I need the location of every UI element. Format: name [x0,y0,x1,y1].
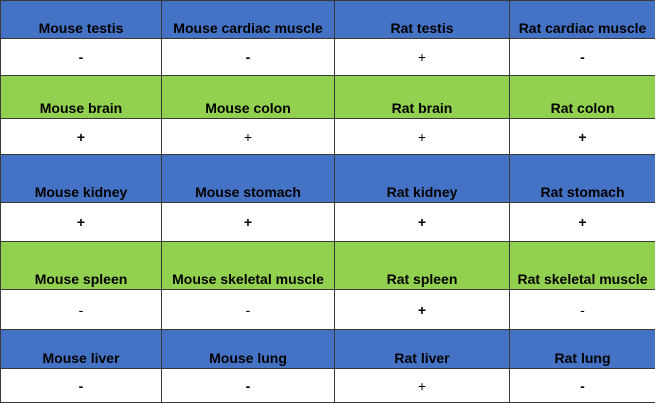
header-cell-rat-cardiac-muscle: Rat cardiac muscle [509,0,655,39]
value-row-liver-lung: - - + - [0,368,655,403]
value-cell-mouse-stomach: + [161,202,335,243]
header-cell-rat-kidney: Rat kidney [334,154,510,204]
header-row-liver-lung: Mouse liver Mouse lung Rat liver Rat lun… [0,329,655,370]
header-cell-rat-lung: Rat lung [509,329,655,370]
header-cell-mouse-lung: Mouse lung [161,329,335,370]
value-cell-rat-spleen: + [334,289,510,331]
value-cell-mouse-liver: - [0,368,162,403]
value-row-testis-cardiac: - - + - [0,37,655,76]
header-cell-mouse-testis: Mouse testis [0,0,162,39]
header-cell-mouse-skeletal-muscle: Mouse skeletal muscle [161,241,335,291]
value-cell-rat-testis: + [334,37,510,76]
header-cell-mouse-spleen: Mouse spleen [0,241,162,291]
header-cell-rat-spleen: Rat spleen [334,241,510,291]
value-cell-rat-kidney: + [334,202,510,243]
value-cell-rat-colon: + [509,117,655,156]
header-cell-rat-testis: Rat testis [334,0,510,39]
header-cell-rat-brain: Rat brain [334,74,510,119]
header-cell-mouse-brain: Mouse brain [0,74,162,119]
header-cell-mouse-colon: Mouse colon [161,74,335,119]
header-cell-mouse-cardiac-muscle: Mouse cardiac muscle [161,0,335,39]
value-cell-rat-liver: + [334,368,510,403]
value-cell-rat-brain: + [334,117,510,156]
value-row-brain-colon: + + + + [0,117,655,156]
value-cell-mouse-skeletal-muscle: - [161,289,335,331]
header-row-kidney-stomach: Mouse kidney Mouse stomach Rat kidney Ra… [0,154,655,204]
value-cell-rat-skeletal-muscle: - [509,289,655,331]
header-cell-rat-skeletal-muscle: Rat skeletal muscle [509,241,655,291]
value-cell-rat-lung: - [509,368,655,403]
header-cell-mouse-stomach: Mouse stomach [161,154,335,204]
header-cell-rat-liver: Rat liver [334,329,510,370]
value-cell-mouse-cardiac-muscle: - [161,37,335,76]
header-cell-rat-colon: Rat colon [509,74,655,119]
value-cell-mouse-colon: + [161,117,335,156]
header-row-brain-colon: Mouse brain Mouse colon Rat brain Rat co… [0,74,655,119]
value-cell-mouse-testis: - [0,37,162,76]
header-row-spleen-skeletal: Mouse spleen Mouse skeletal muscle Rat s… [0,241,655,291]
value-cell-rat-stomach: + [509,202,655,243]
value-row-kidney-stomach: + + + + [0,202,655,243]
value-cell-mouse-spleen: - [0,289,162,331]
header-cell-rat-stomach: Rat stomach [509,154,655,204]
value-cell-mouse-kidney: + [0,202,162,243]
header-cell-mouse-liver: Mouse liver [0,329,162,370]
value-cell-mouse-lung: - [161,368,335,403]
value-row-spleen-skeletal: - - + - [0,289,655,331]
header-row-testis-cardiac: Mouse testis Mouse cardiac muscle Rat te… [0,0,655,39]
value-cell-mouse-brain: + [0,117,162,156]
value-cell-rat-cardiac-muscle: - [509,37,655,76]
header-cell-mouse-kidney: Mouse kidney [0,154,162,204]
